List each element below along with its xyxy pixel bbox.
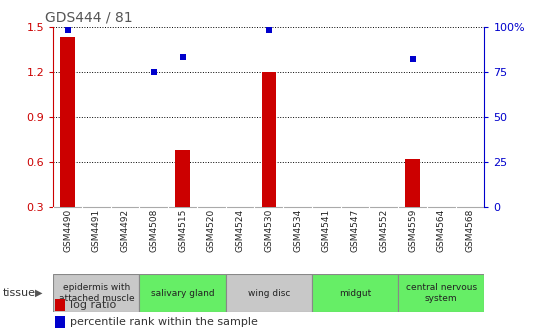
Text: wing disc: wing disc (248, 289, 290, 298)
Text: GSM4515: GSM4515 (178, 209, 187, 252)
Text: GSM4492: GSM4492 (120, 209, 129, 252)
Bar (53, 274, 139, 312)
Bar (262, 72, 276, 207)
Text: GSM4524: GSM4524 (236, 209, 245, 252)
Text: tissue: tissue (3, 288, 36, 298)
Bar (139, 274, 226, 312)
Bar (175, 150, 190, 207)
Text: log ratio: log ratio (71, 300, 116, 310)
Text: GSM4508: GSM4508 (150, 209, 158, 252)
Text: GSM4547: GSM4547 (351, 209, 360, 252)
Text: epidermis with
attached muscle: epidermis with attached muscle (58, 284, 134, 303)
Text: percentile rank within the sample: percentile rank within the sample (71, 317, 258, 327)
Text: GSM4534: GSM4534 (293, 209, 302, 252)
Text: GSM4568: GSM4568 (465, 209, 474, 252)
Text: GDS444 / 81: GDS444 / 81 (45, 10, 132, 24)
Text: central nervous
system: central nervous system (405, 284, 477, 303)
Text: GSM4559: GSM4559 (408, 209, 417, 252)
Bar (55, 316, 65, 328)
Bar (398, 274, 484, 312)
Text: GSM4520: GSM4520 (207, 209, 216, 252)
Text: GSM4491: GSM4491 (92, 209, 101, 252)
Text: ▶: ▶ (35, 288, 42, 298)
Text: GSM4541: GSM4541 (322, 209, 331, 252)
Text: GSM4552: GSM4552 (379, 209, 388, 252)
Bar (55, 299, 65, 311)
Text: salivary gland: salivary gland (151, 289, 214, 298)
Bar (312, 274, 398, 312)
Bar (226, 274, 312, 312)
Text: GSM4530: GSM4530 (264, 209, 273, 252)
Text: midgut: midgut (339, 289, 371, 298)
Text: GSM4564: GSM4564 (437, 209, 446, 252)
Bar (405, 159, 420, 207)
Bar (60, 37, 75, 207)
Text: GSM4490: GSM4490 (63, 209, 72, 252)
